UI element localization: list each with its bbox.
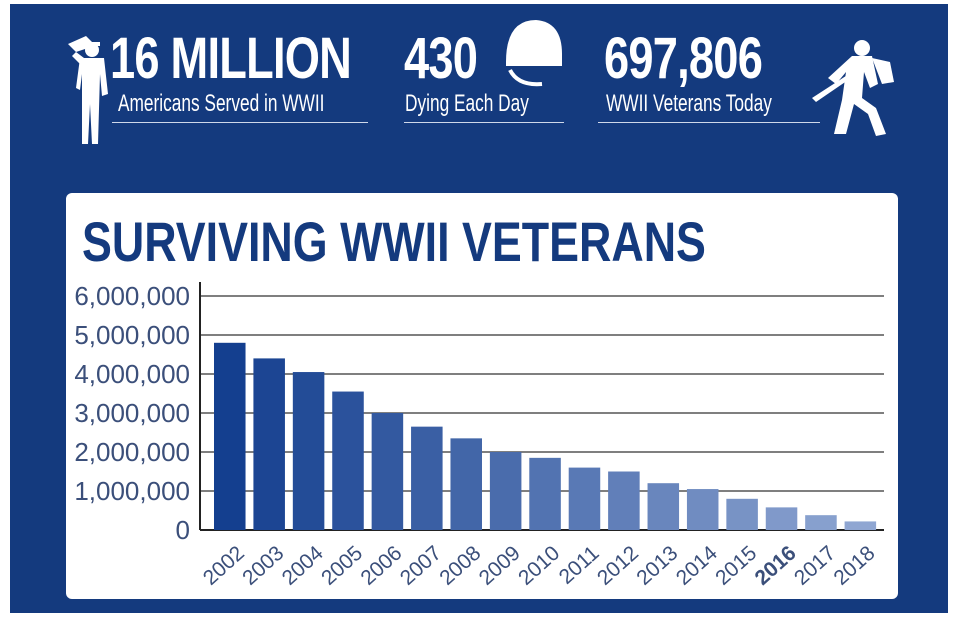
helmet-icon bbox=[506, 20, 562, 87]
saluting-soldier-icon bbox=[68, 36, 108, 144]
chart-card bbox=[66, 193, 898, 599]
bar-2012 bbox=[608, 471, 640, 530]
stat-served-caption: Americans Served in WWII bbox=[118, 90, 325, 117]
x-tick-label-2017: 2017 bbox=[790, 542, 840, 590]
bar-2009 bbox=[489, 452, 522, 530]
bar-2003 bbox=[253, 358, 285, 530]
y-tick-label: 6,000,000 bbox=[74, 281, 190, 311]
x-tick-label-2015: 2015 bbox=[711, 542, 761, 590]
stat-served-number: 16 MILLION bbox=[110, 26, 352, 91]
x-tick-label-2011: 2011 bbox=[555, 542, 604, 589]
x-tick-label-2006: 2006 bbox=[356, 542, 406, 590]
bar-2013 bbox=[647, 483, 680, 530]
bar-2002 bbox=[214, 342, 246, 530]
x-tick-label-2007: 2007 bbox=[396, 542, 446, 590]
stat-dying-number: 430 bbox=[404, 26, 478, 91]
charging-soldier-icon bbox=[812, 40, 894, 136]
stat-today-caption: WWII Veterans Today bbox=[606, 90, 772, 117]
bar-2018 bbox=[844, 521, 877, 530]
x-tick-label-2016: 2016 bbox=[751, 542, 801, 590]
bar-2006 bbox=[371, 413, 404, 530]
stat-dying-caption: Dying Each Day bbox=[405, 90, 529, 117]
bar-2017 bbox=[805, 515, 837, 530]
x-tick-label-2008: 2008 bbox=[435, 542, 485, 590]
stat-dying-rule bbox=[404, 122, 564, 123]
x-tick-label-2013: 2013 bbox=[632, 542, 682, 590]
x-tick-label-2004: 2004 bbox=[278, 541, 328, 590]
x-tick-label-2018: 2018 bbox=[829, 542, 879, 590]
x-tick-label-2003: 2003 bbox=[238, 542, 288, 590]
x-tick-label-2009: 2009 bbox=[475, 542, 525, 590]
bar-2011 bbox=[568, 467, 601, 530]
bar-2015 bbox=[726, 498, 758, 530]
y-tick-label: 5,000,000 bbox=[74, 320, 190, 350]
y-tick-label: 4,000,000 bbox=[74, 359, 190, 389]
chart-title: SURVIVING WWII VETERANS bbox=[82, 210, 706, 273]
bar-2004 bbox=[292, 372, 325, 530]
x-tick-label-2002: 2002 bbox=[199, 542, 249, 590]
y-tick-label: 0 bbox=[176, 515, 190, 545]
y-tick-label: 3,000,000 bbox=[74, 398, 190, 428]
y-tick-label: 1,000,000 bbox=[74, 476, 190, 506]
bar-2014 bbox=[686, 489, 719, 530]
bar-2016 bbox=[765, 507, 798, 530]
bar-2007 bbox=[411, 426, 443, 530]
y-tick-label: 2,000,000 bbox=[74, 437, 190, 467]
bar-2008 bbox=[450, 438, 482, 530]
stat-today-number: 697,806 bbox=[604, 26, 763, 91]
bar-2010 bbox=[529, 457, 561, 530]
x-tick-label-2012: 2012 bbox=[593, 542, 643, 590]
stat-today-rule bbox=[598, 122, 820, 123]
x-tick-label-2005: 2005 bbox=[317, 542, 367, 590]
bar-2005 bbox=[332, 391, 364, 530]
x-tick-label-2014: 2014 bbox=[672, 541, 722, 590]
x-tick-label-2010: 2010 bbox=[514, 542, 564, 590]
stat-served-rule bbox=[112, 122, 368, 123]
